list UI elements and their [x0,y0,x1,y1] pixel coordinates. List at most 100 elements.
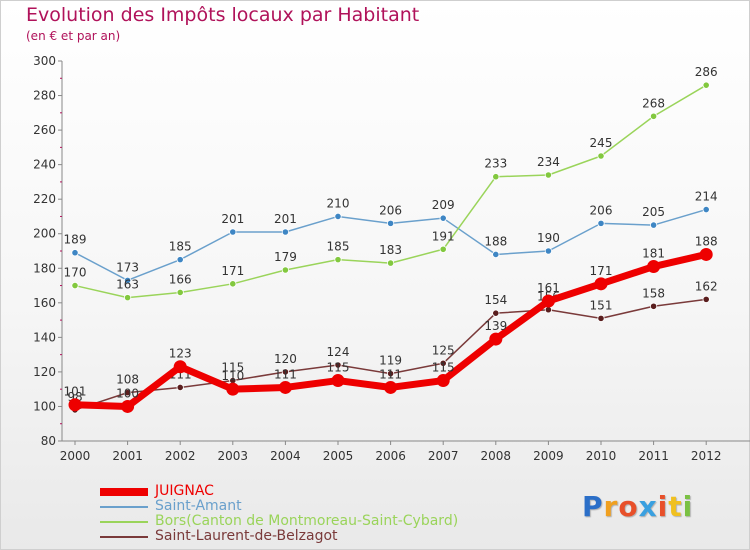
data-label: 110 [221,369,244,383]
data-point [439,245,447,253]
data-label: 111 [274,367,297,381]
data-point [544,171,553,179]
data-label: 234 [537,155,560,169]
data-label: 185 [327,240,350,254]
data-point [176,383,184,392]
data-point [702,81,710,89]
data-point [176,288,184,297]
data-point [124,276,132,284]
data-point [386,370,395,378]
data-label: 119 [379,354,402,368]
data-point [278,380,292,394]
x-tick-label: 2009 [533,449,564,463]
y-tick-label: 300 [33,54,56,68]
data-point [281,368,289,376]
data-label: 268 [642,96,665,110]
data-point [173,360,187,374]
data-point [702,295,710,303]
legend-label: Saint-Laurent-de-Belzagot [155,528,338,544]
legend-label: Saint-Amant [155,498,242,514]
data-label: 185 [169,240,192,254]
legend-label: JUIGNAC [155,483,214,499]
data-point [492,173,500,181]
data-point [334,361,342,369]
data-label: 100 [116,386,139,400]
data-point [597,152,605,160]
data-point [121,399,135,413]
data-point [384,380,398,394]
data-label: 151 [590,298,613,312]
data-label: 154 [484,293,507,307]
data-point [386,219,395,227]
logo-letter: i [657,490,669,523]
x-tick-label: 2001 [112,449,143,463]
data-point [649,221,658,229]
data-label: 181 [642,247,665,261]
data-label: 201 [221,212,244,226]
x-tick-label: 2008 [481,449,512,463]
data-label: 206 [590,203,613,217]
y-tick-label: 220 [33,192,56,206]
data-point [334,256,342,264]
data-label: 209 [432,198,455,212]
x-tick-label: 2005 [323,449,354,463]
data-label: 205 [642,205,665,219]
data-point [124,389,132,397]
data-point [649,302,658,310]
data-point [541,294,555,308]
data-label: 163 [116,278,139,292]
data-point [492,250,500,259]
x-tick-label: 2004 [270,449,301,463]
x-tick-label: 2012 [691,449,722,463]
y-tick-label: 180 [33,261,56,275]
legend-swatch [100,536,148,538]
y-tick-label: 280 [33,89,56,103]
data-point [597,314,605,322]
data-label: 125 [432,343,455,357]
x-tick-label: 2003 [218,449,249,463]
data-point [71,249,79,257]
x-tick-label: 2010 [586,449,617,463]
y-tick-label: 120 [33,365,56,379]
data-point [544,247,553,255]
data-label: 189 [64,233,87,247]
data-label: 161 [537,281,560,295]
data-point [229,228,237,236]
y-tick-label: 80 [41,434,56,448]
y-tick-label: 140 [33,330,56,344]
line-chart: 80 100 120 140 160 180 200 220 240 260 280 300 2000 2… [33,54,750,463]
data-label: 201 [274,212,297,226]
data-label: 139 [484,319,507,333]
y-tick-label: 160 [33,296,56,310]
data-label: 245 [590,136,613,150]
y-tick-label: 200 [33,227,56,241]
logo-letter: i [682,490,694,523]
data-label: 120 [274,352,297,366]
data-point [176,256,184,264]
logo-letter: x [638,490,658,523]
legend-swatch [100,521,148,523]
data-label: 233 [484,157,507,171]
x-tick-label: 2006 [375,449,406,463]
data-point [331,374,345,388]
logo-letter: r [603,490,619,523]
data-point [68,398,82,412]
x-tick-label: 2007 [428,449,459,463]
data-label: 115 [221,361,244,375]
data-label: 171 [590,264,613,278]
data-label: 286 [695,65,718,79]
data-label: 170 [64,266,87,280]
data-label: 123 [169,347,192,361]
data-point [649,112,658,120]
data-point [229,280,237,288]
y-tick-label: 100 [33,399,56,413]
data-label: 115 [327,361,350,375]
x-tick-label: 2002 [165,449,196,463]
data-label: 101 [64,385,87,399]
logo-letter: P [582,490,604,523]
x-tick-label: 2000 [60,449,91,463]
logo-letter: t [668,490,683,523]
legend-swatch [100,488,148,496]
data-point [436,374,450,388]
data-point [334,212,342,221]
